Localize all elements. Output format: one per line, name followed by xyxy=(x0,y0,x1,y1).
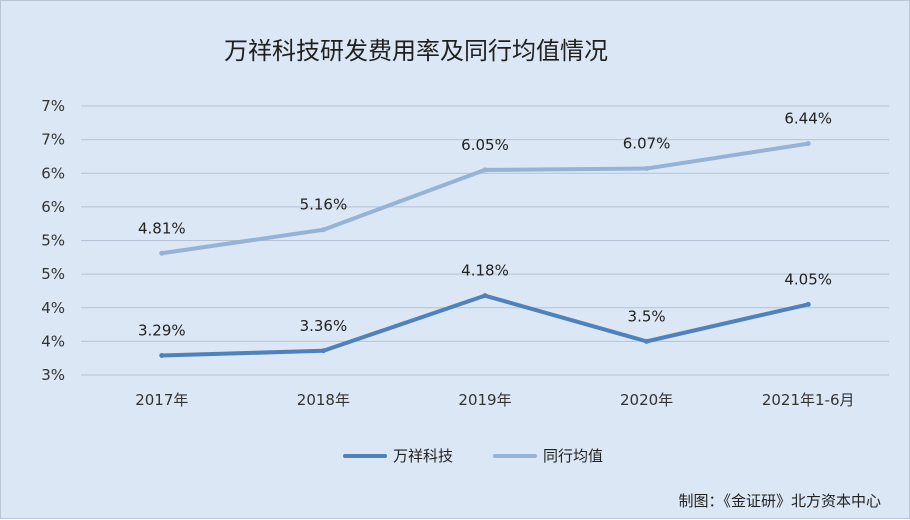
data-label: 5.16% xyxy=(300,196,348,214)
data-label: 3.36% xyxy=(300,317,348,335)
x-tick-label: 2020年 xyxy=(620,391,673,409)
y-tick-label: 5% xyxy=(41,265,65,283)
data-point xyxy=(482,293,488,299)
data-point xyxy=(482,167,488,173)
y-tick-label: 7% xyxy=(41,97,65,115)
data-point xyxy=(644,166,650,172)
data-point xyxy=(320,227,326,233)
data-point xyxy=(644,338,650,344)
y-tick-label: 5% xyxy=(41,232,65,250)
x-tick-label: 2019年 xyxy=(458,391,511,409)
data-label: 6.44% xyxy=(784,110,832,128)
x-tick-label: 2017年 xyxy=(135,391,188,409)
x-tick-label: 2018年 xyxy=(297,391,350,409)
y-tick-label: 7% xyxy=(41,131,65,149)
data-label: 3.29% xyxy=(138,321,186,339)
series-line-0 xyxy=(159,293,811,358)
y-tick-label: 6% xyxy=(41,164,65,182)
data-label: 4.18% xyxy=(461,262,509,280)
grid xyxy=(81,105,889,376)
data-label: 3.5% xyxy=(628,307,666,325)
x-axis-ticks: 2017年 2018年 2019年 2020年 2021年1-6月 xyxy=(135,391,854,409)
data-label: 4.81% xyxy=(138,219,186,237)
y-tick-label: 4% xyxy=(41,332,65,350)
chart-title: 万祥科技研发费用率及同行均值情况 xyxy=(224,37,608,65)
data-label: 6.05% xyxy=(461,136,509,154)
series-line-1 xyxy=(159,141,811,256)
legend-label: 同行均值 xyxy=(543,447,603,465)
x-tick-label: 2021年1-6月 xyxy=(762,391,855,409)
y-axis-ticks: 3% 4% 4% 5% 5% 6% 6% 7% 7% xyxy=(41,97,65,384)
source-note: 制图：《金证研》北方资本中心 xyxy=(678,492,881,510)
data-point xyxy=(805,141,811,147)
series xyxy=(159,141,811,358)
data-point xyxy=(320,348,326,354)
legend: 万祥科技 同行均值 xyxy=(343,447,603,465)
data-label: 4.05% xyxy=(784,270,832,288)
y-tick-label: 3% xyxy=(41,366,65,384)
data-point xyxy=(159,250,165,256)
legend-label: 万祥科技 xyxy=(393,447,453,465)
data-point xyxy=(805,301,811,307)
y-tick-label: 4% xyxy=(41,299,65,317)
y-tick-label: 6% xyxy=(41,198,65,216)
data-label: 6.07% xyxy=(623,135,671,153)
data-point xyxy=(159,352,165,358)
data-labels: 3.29% 3.36% 4.18% 3.5% 4.05% 4.81% 5.16% 6.05% 6… xyxy=(138,110,832,340)
